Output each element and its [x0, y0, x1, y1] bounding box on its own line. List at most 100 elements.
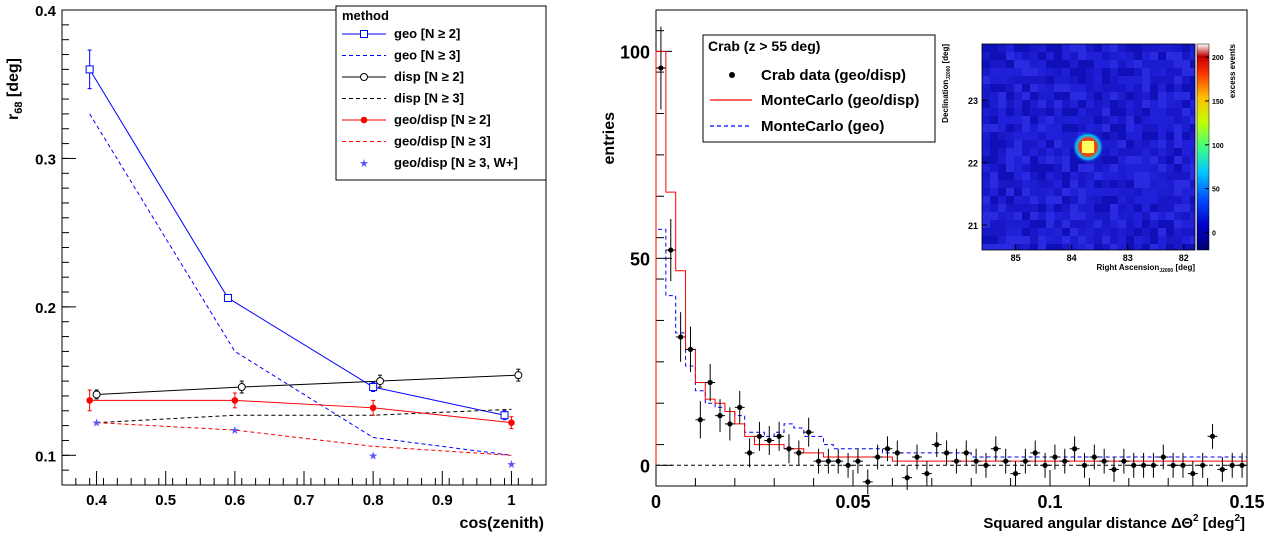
skymap-cell [1134, 220, 1142, 228]
skymap-cell [1038, 108, 1046, 116]
data-point [1229, 462, 1235, 468]
skymap-cell [1166, 148, 1174, 156]
skymap-cell [1142, 84, 1150, 92]
skymap-cell [1070, 164, 1078, 172]
skymap-cell [1126, 76, 1134, 84]
skymap-cell [1190, 204, 1195, 212]
skymap-cell [1094, 172, 1102, 180]
skymap-cell [1118, 156, 1126, 164]
skymap-cell [1110, 116, 1118, 124]
right-x-axis-label: Squared angular distance ΔΘ2 [deg2] [983, 513, 1245, 532]
skymap-cell [998, 204, 1006, 212]
skymap-cell [1062, 228, 1070, 236]
skymap-cell [1118, 188, 1126, 196]
skymap-cell [1038, 76, 1046, 84]
legend-label-mc-geodisp: MonteCarlo (geo/disp) [761, 92, 919, 109]
skymap-cell [1022, 204, 1030, 212]
data-point [508, 419, 515, 426]
skymap-cell [1190, 212, 1195, 220]
skymap-cell [1134, 236, 1142, 244]
skymap-cell [1070, 228, 1078, 236]
data-point [86, 397, 93, 404]
skymap-cell [1158, 172, 1166, 180]
skymap-cell [1102, 52, 1110, 60]
skymap-cell [1150, 76, 1158, 84]
skymap-cell [990, 156, 998, 164]
skymap-cell [1086, 68, 1094, 76]
skymap-cell [1030, 180, 1038, 188]
skymap-cell [1166, 84, 1174, 92]
skymap-cell [1174, 68, 1182, 76]
skymap-cell [1078, 204, 1086, 212]
skymap-cell [1134, 76, 1142, 84]
skymap-cell [1062, 52, 1070, 60]
data-point [514, 371, 523, 380]
data-point [727, 421, 733, 427]
series-5 [96, 422, 512, 456]
skymap-cell [1030, 60, 1038, 68]
skymap-cell [1038, 84, 1046, 92]
x-tick-label: 0.05 [835, 492, 870, 512]
data-point [1180, 462, 1186, 468]
skymap-cell [1166, 172, 1174, 180]
y-tick-label: 0.2 [35, 300, 56, 317]
skymap-ticks: 85 84 83 82 23 22 21 [968, 96, 1189, 263]
skymap-cell [1190, 52, 1195, 60]
skymap-cell [1086, 60, 1094, 68]
skymap-cell [1150, 60, 1158, 68]
skymap-cell [1190, 108, 1195, 116]
skymap-cell [1006, 100, 1014, 108]
data-point [1209, 433, 1216, 439]
data-point [884, 446, 891, 452]
skymap-cell [1046, 228, 1054, 236]
data-point [983, 462, 989, 468]
skymap-cell [990, 132, 998, 140]
data-point [993, 446, 999, 452]
skymap-cell [998, 140, 1006, 148]
skymap-cell [1126, 156, 1134, 164]
skymap-cell [1150, 116, 1158, 124]
skymap-cell [982, 124, 990, 132]
skymap-cell [982, 84, 990, 92]
skymap-cell [1150, 236, 1158, 244]
skymap-cell [1142, 196, 1150, 204]
color-scale-ticks: 0 50 100 150 200 [1205, 55, 1224, 237]
skymap-cell [1150, 188, 1158, 196]
skymap-cell [1062, 212, 1070, 220]
data-point [776, 433, 782, 439]
skymap-cell [1134, 100, 1142, 108]
skymap-cell [1142, 108, 1150, 116]
x-tick-label: 0.1 [1037, 492, 1062, 512]
skymap-cell [1086, 236, 1094, 244]
y-tick-label: 0.3 [35, 151, 56, 168]
skymap-cell [990, 52, 998, 60]
skymap-x-tick-label: 85 [1011, 253, 1021, 263]
skymap-cell [1126, 52, 1134, 60]
skymap-cell [1062, 164, 1070, 172]
skymap-cell [1174, 204, 1182, 212]
skymap-cell [1054, 156, 1062, 164]
skymap-cell [1110, 100, 1118, 108]
skymap-cell [1022, 236, 1030, 244]
skymap-cell [1006, 116, 1014, 124]
data-point [1072, 446, 1078, 452]
skymap-cell [1078, 52, 1086, 60]
skymap-cell [1158, 44, 1166, 52]
skymap-cell [1078, 76, 1086, 84]
color-scale-label: excess events [1228, 43, 1237, 98]
skymap-cell [1038, 212, 1046, 220]
skymap-cell [1062, 108, 1070, 116]
legend-label: geo/disp [N ≥ 3] [394, 134, 491, 149]
skymap-cell [982, 76, 990, 84]
skymap-cell [1110, 228, 1118, 236]
skymap-cell [1078, 84, 1086, 92]
skymap-cell [990, 148, 998, 156]
skymap-cell [1030, 116, 1038, 124]
skymap-cell [1166, 132, 1174, 140]
skymap-cell [982, 116, 990, 124]
skymap-cell [1030, 84, 1038, 92]
skymap-cell [1094, 76, 1102, 84]
skymap-cell [1006, 220, 1014, 228]
skymap-cell [1078, 220, 1086, 228]
y-tick-label: 100 [620, 42, 650, 62]
